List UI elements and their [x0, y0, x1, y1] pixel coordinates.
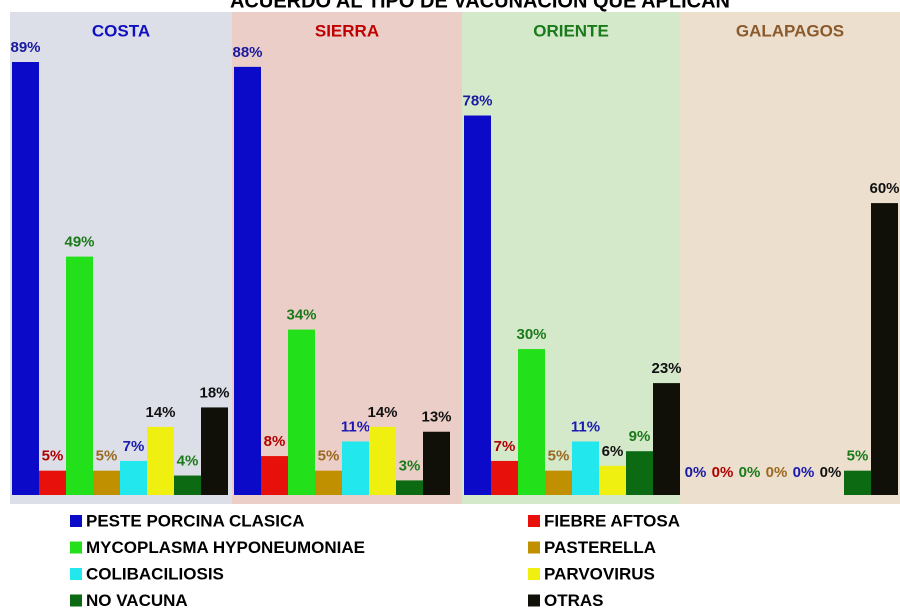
bar [626, 451, 653, 495]
bar [315, 471, 342, 495]
legend-swatch [70, 595, 82, 607]
value-label: 49% [64, 234, 94, 251]
legend-label: PARVOVIRUS [544, 564, 655, 583]
bar [599, 466, 626, 495]
legend-swatch [70, 515, 82, 527]
chart: ACUERDO AL TIPO DE VACUNACION QUE APLICA… [0, 0, 900, 609]
value-label: 18% [199, 384, 229, 401]
value-label: 11% [341, 418, 370, 435]
bar [871, 203, 898, 495]
bar [39, 471, 66, 495]
value-label: 8% [264, 433, 286, 450]
value-label: 13% [421, 409, 451, 426]
bar [12, 62, 39, 495]
legend-swatch [528, 595, 540, 607]
category-label: SIERRA [315, 21, 379, 40]
legend-swatch [528, 542, 540, 554]
panel [10, 12, 232, 504]
bar [288, 330, 315, 495]
value-label: 9% [629, 428, 651, 445]
legend-label: PASTERELLA [544, 538, 656, 557]
bar [369, 427, 396, 495]
value-label: 6% [602, 443, 624, 460]
legend-label: FIEBRE AFTOSA [544, 511, 680, 530]
value-label: 0% [793, 464, 815, 481]
bar [518, 349, 545, 495]
value-label: 14% [367, 404, 397, 421]
value-label: 5% [847, 448, 869, 465]
value-label: 0% [712, 464, 734, 481]
value-label: 7% [123, 438, 145, 455]
value-label: 7% [494, 438, 516, 455]
bar [653, 383, 680, 495]
bar [147, 427, 174, 495]
value-label: 0% [820, 464, 842, 481]
bar [201, 407, 228, 495]
value-label: 5% [42, 448, 64, 465]
value-label: 60% [869, 180, 899, 197]
legend-label: MYCOPLASMA HYPONEUMONIAE [86, 538, 365, 557]
value-label: 23% [651, 360, 681, 377]
bar [342, 441, 369, 495]
bar [844, 471, 871, 495]
legend-swatch [528, 568, 540, 580]
legend-swatch [70, 542, 82, 554]
bar [66, 257, 93, 495]
value-label: 78% [462, 92, 492, 109]
value-label: 34% [286, 307, 316, 324]
chart-title: ACUERDO AL TIPO DE VACUNACION QUE APLICA… [230, 0, 730, 12]
legend-label: NO VACUNA [86, 591, 188, 609]
value-label: 30% [516, 326, 546, 343]
value-label: 3% [399, 457, 421, 474]
bar [93, 471, 120, 495]
legend-label: COLIBACILIOSIS [86, 564, 224, 583]
value-label: 0% [766, 464, 788, 481]
value-label: 88% [232, 44, 262, 61]
legend-label: OTRAS [544, 591, 604, 609]
value-label: 0% [685, 464, 707, 481]
bar [396, 480, 423, 495]
value-label: 4% [177, 453, 199, 470]
panel [680, 12, 900, 504]
bar [572, 441, 599, 495]
category-label: GALAPAGOS [736, 21, 844, 40]
bar [234, 67, 261, 495]
category-label: COSTA [92, 21, 150, 40]
bar [423, 432, 450, 495]
legend-swatch [70, 568, 82, 580]
value-label: 14% [145, 404, 175, 421]
bar [261, 456, 288, 495]
bar [545, 471, 572, 495]
value-label: 11% [571, 418, 600, 435]
bar [491, 461, 518, 495]
value-label: 89% [10, 39, 40, 56]
value-label: 5% [318, 448, 340, 465]
category-label: ORIENTE [533, 21, 609, 40]
legend-swatch [528, 515, 540, 527]
value-label: 0% [739, 464, 761, 481]
legend-label: PESTE PORCINA CLASICA [86, 511, 305, 530]
bar [120, 461, 147, 495]
bar [464, 116, 491, 495]
value-label: 5% [548, 448, 570, 465]
bar [174, 476, 201, 495]
value-label: 5% [96, 448, 118, 465]
